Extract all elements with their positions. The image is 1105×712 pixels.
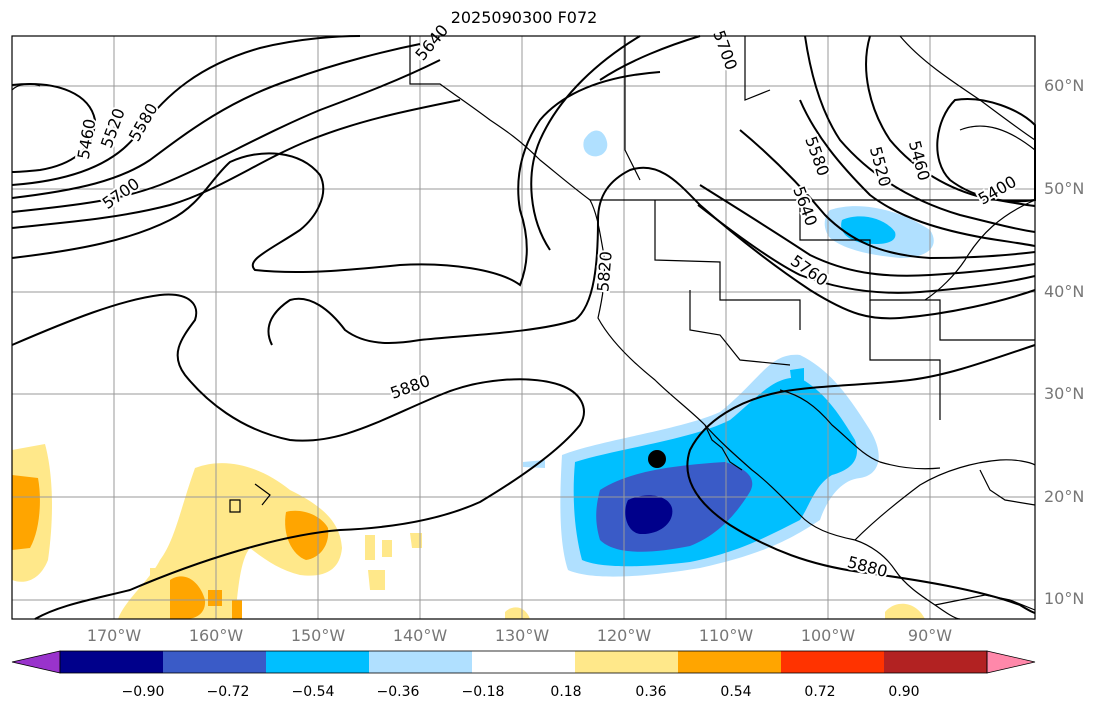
lon-label: 140°W: [392, 626, 448, 645]
colorbar-segment: [60, 651, 164, 673]
lat-label: 60°N: [1044, 76, 1085, 95]
colorbar-tick-label: −0.90: [121, 684, 165, 700]
colorbar-segment: [163, 651, 267, 673]
colorbar-segment: [884, 651, 988, 673]
lon-label: 100°W: [800, 626, 856, 645]
colorbar-tick-label: 0.54: [720, 684, 752, 700]
colorbar-tick-label: −0.36: [376, 684, 420, 700]
coastlines: [11, 35, 1036, 620]
colorbar-tick-label: 0.36: [635, 684, 667, 700]
colorbar-segment: [472, 651, 576, 673]
colorbar-segment: [678, 651, 782, 673]
lon-label: 90°W: [907, 626, 953, 645]
lon-label: 160°W: [188, 626, 244, 645]
colorbar-tick-label: −0.72: [206, 684, 250, 700]
colorbar-tick-label: −0.54: [291, 684, 335, 700]
colorbar-border: [59, 650, 988, 674]
colorbar: [11, 650, 1036, 674]
height-contours: [11, 35, 1036, 620]
lat-label: 30°N: [1044, 384, 1085, 403]
lat-label: 50°N: [1044, 179, 1085, 198]
lat-label: 40°N: [1044, 282, 1085, 301]
colorbar-segment: [266, 651, 370, 673]
colorbar-tick-label: 0.18: [550, 684, 582, 700]
map-title: 2025090300 F072: [450, 8, 598, 27]
graticule: [12, 36, 1035, 619]
colorbar-segment: [781, 651, 885, 673]
lon-label: 170°W: [86, 626, 142, 645]
lon-label: 110°W: [698, 626, 754, 645]
colorbar-segment: [369, 651, 473, 673]
negative-anomaly-fill: [523, 130, 934, 577]
lat-label: 20°N: [1044, 487, 1085, 506]
colorbar-tick-label: 0.72: [804, 684, 836, 700]
lon-label: 150°W: [290, 626, 346, 645]
lon-label: 120°W: [596, 626, 652, 645]
colorbar-tick-label: 0.90: [888, 684, 920, 700]
colorbar-tick-label: −0.18: [461, 684, 505, 700]
colorbar-extend-high: [986, 650, 1036, 674]
lon-label: 130°W: [494, 626, 550, 645]
positive-anomaly-fill: [12, 444, 925, 619]
storm-center-marker: [648, 450, 666, 468]
colorbar-extend-low: [11, 650, 61, 674]
colorbar-segment: [575, 651, 679, 673]
contour-label: 5820: [593, 250, 615, 292]
lat-label: 10°N: [1044, 589, 1085, 608]
